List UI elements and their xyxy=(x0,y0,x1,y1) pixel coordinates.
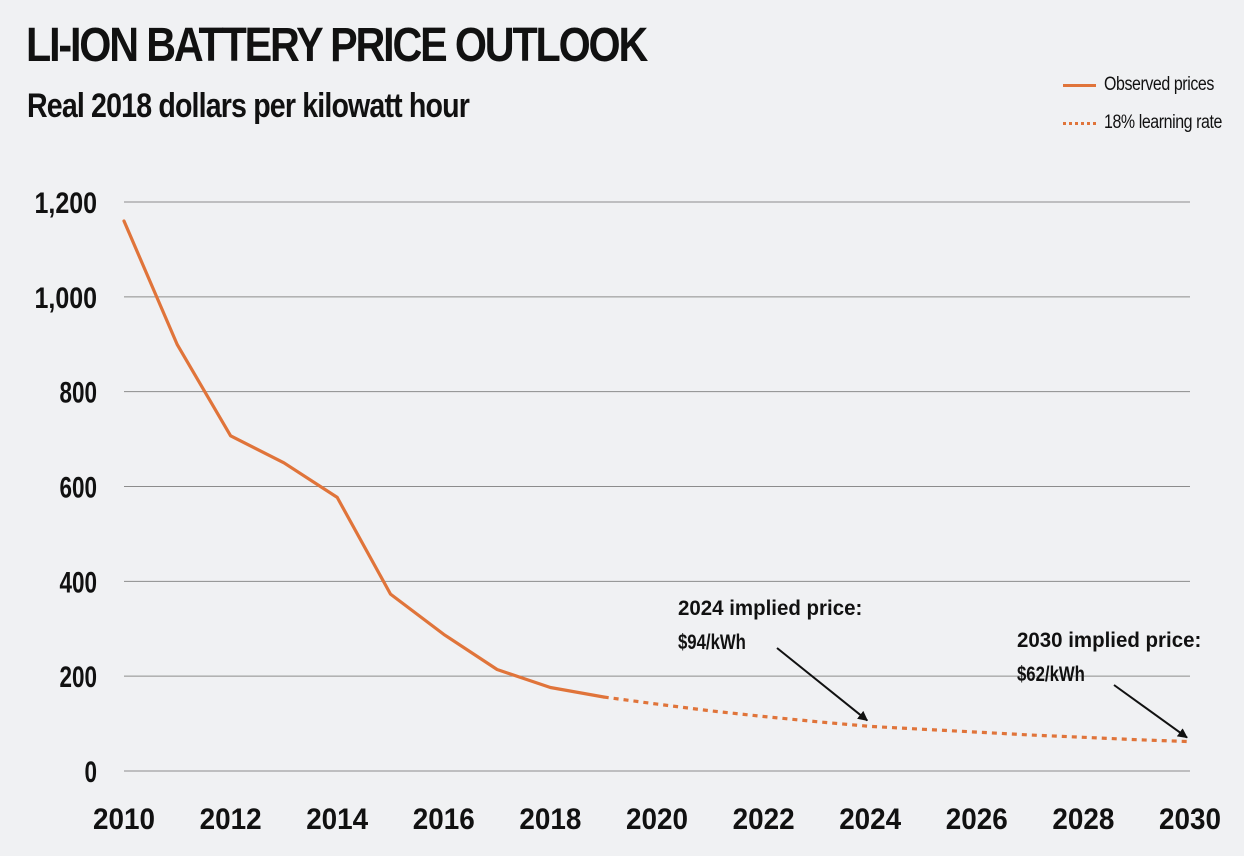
x-tick-label: 2014 xyxy=(306,803,368,836)
y-tick-label: 600 xyxy=(60,472,98,505)
series-line-observed xyxy=(122,219,606,699)
x-tick-label: 2018 xyxy=(519,803,581,836)
y-tick-label: 200 xyxy=(60,661,98,694)
y-tick-label: 800 xyxy=(60,377,98,410)
legend-item-observed: Observed prices xyxy=(1063,72,1243,110)
legend-swatch-observed xyxy=(1063,84,1096,87)
x-tick-label: 2024 xyxy=(839,803,901,836)
x-tick-label: 2026 xyxy=(946,803,1008,836)
y-tick-label: 400 xyxy=(60,566,98,599)
annotation-text: $94/kWh xyxy=(678,631,746,654)
x-tick-label: 2012 xyxy=(200,803,262,836)
series-line-learning-rate xyxy=(603,695,1191,744)
legend-swatch-projected xyxy=(1063,122,1096,125)
x-tick-label: 2010 xyxy=(93,803,155,836)
legend-label-observed: Observed prices xyxy=(1104,74,1214,95)
chart-legend: Observed prices 18% learning rate xyxy=(1063,72,1243,148)
y-tick-label: 1,200 xyxy=(35,187,98,220)
y-tick-label: 1,000 xyxy=(35,282,98,315)
annotation-arrow xyxy=(776,647,868,722)
y-tick-label: 0 xyxy=(85,756,98,789)
chart-subtitle: Real 2018 dollars per kilowatt hour xyxy=(27,87,470,125)
annotation-text: $62/kWh xyxy=(1017,663,1085,686)
x-tick-label: 2022 xyxy=(733,803,795,836)
x-tick-label: 2020 xyxy=(626,803,688,836)
annotation-text: 2024 implied price: xyxy=(678,597,862,620)
legend-item-projected: 18% learning rate xyxy=(1063,110,1243,148)
x-tick-label: 2028 xyxy=(1052,803,1114,836)
annotation-arrow xyxy=(1113,684,1188,739)
x-tick-label: 2016 xyxy=(413,803,475,836)
chart-title: LI-ION BATTERY PRICE OUTLOOK xyxy=(26,19,648,72)
x-tick-label: 2030 xyxy=(1159,803,1221,836)
annotation-text: 2030 implied price: xyxy=(1017,629,1201,652)
legend-label-projected: 18% learning rate xyxy=(1104,112,1222,133)
